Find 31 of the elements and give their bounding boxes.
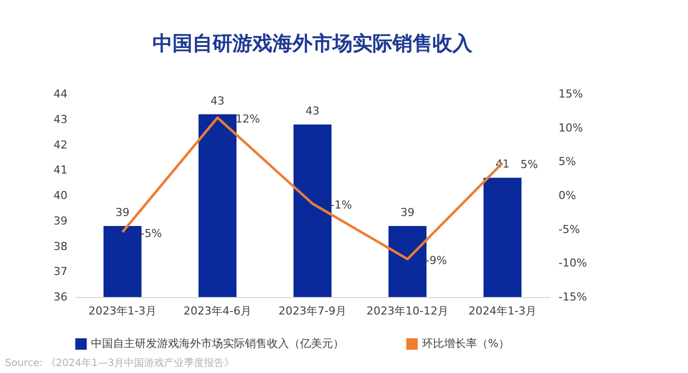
y-tick-label: 41 xyxy=(54,164,68,177)
x-tick-label: 2023年4-6月 xyxy=(184,304,252,318)
y2-tick-label: 5% xyxy=(558,155,576,168)
data-label: 39 xyxy=(400,206,414,219)
chart-title: 中国自研游戏海外市场实际销售收入 xyxy=(152,31,474,55)
x-tick-label: 2023年10-12月 xyxy=(366,304,448,318)
y-tick-label: 37 xyxy=(54,265,68,278)
data-label: 39 xyxy=(116,206,130,219)
y2-tick-label: -5% xyxy=(558,222,580,236)
y-tick-label: 44 xyxy=(54,88,68,100)
x-tick-label: 2024年1-3月 xyxy=(468,304,536,318)
y2-tick-label: 10% xyxy=(558,121,583,134)
y-tick-label: 38 xyxy=(54,240,68,253)
legend-label: 环比增长率（%） xyxy=(422,337,510,350)
source-note: Source: 《2024年1—3月中国游戏产业季度报告》 xyxy=(5,357,234,369)
y2-tick-label: -10% xyxy=(558,256,587,270)
x-tick-label: 2023年7-9月 xyxy=(278,304,346,318)
y-tick-label: 42 xyxy=(54,138,68,152)
data-label: 5% xyxy=(520,158,538,172)
y-tick-label: 36 xyxy=(54,290,68,304)
y-tick-label: 39 xyxy=(54,214,68,228)
data-label: 43 xyxy=(210,94,224,108)
y-tick-label: 43 xyxy=(54,112,68,126)
x-tick-label: 2023年1-3月 xyxy=(88,304,156,318)
y-tick-label: 40 xyxy=(54,189,68,202)
data-label: 43 xyxy=(306,104,320,118)
y2-tick-label: -15% xyxy=(558,290,587,304)
y2-tick-label: 15% xyxy=(558,88,583,100)
legend-label: 中国自主研发游戏海外市场实际销售收入（亿美元） xyxy=(91,337,344,350)
data-label: 12% xyxy=(236,112,260,126)
y2-tick-label: 0% xyxy=(558,189,576,202)
